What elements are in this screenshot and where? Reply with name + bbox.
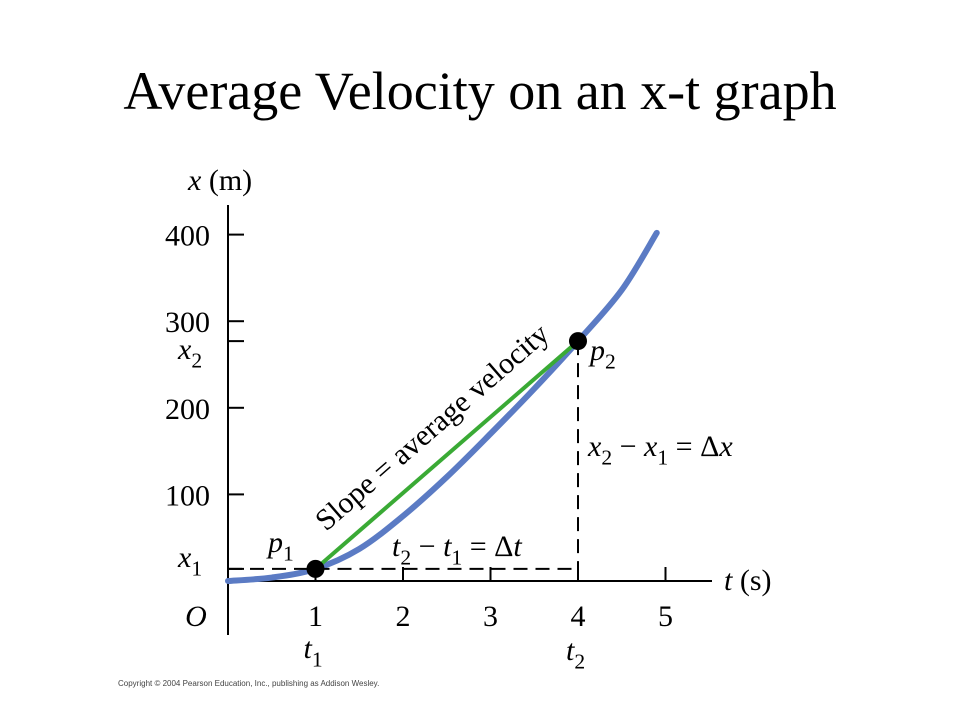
- t-marker-label-2: t2: [566, 634, 585, 673]
- point-label-p2: p2: [588, 334, 616, 373]
- delta-t-annotation: t2 − t1 = Δt: [392, 530, 522, 569]
- y-tick-label-200: 200: [165, 393, 210, 426]
- x-tick-label-4: 4: [571, 600, 586, 633]
- x-tick-label-3: 3: [483, 600, 498, 633]
- t-marker-label-1: t1: [304, 632, 323, 671]
- x-tick-label-5: 5: [658, 600, 673, 633]
- point-label-p1: p1: [266, 526, 294, 565]
- x-tick-label-1: 1: [308, 600, 323, 633]
- delta-x-annotation: x2 − x1 = Δx: [587, 430, 733, 469]
- x-tick-label-2: 2: [396, 600, 411, 633]
- y-tick-label-300: 300: [165, 306, 210, 339]
- y-axis-label: x (m): [187, 164, 252, 197]
- position-curve: [225, 229, 660, 584]
- secant-line: [314, 339, 580, 571]
- copyright-notice: Copyright © 2004 Pearson Education, Inc.…: [118, 679, 380, 688]
- origin-label: O: [185, 600, 207, 633]
- x-axis-label: t (s): [724, 564, 772, 597]
- point-p2: [569, 332, 587, 351]
- slide-title: Average Velocity on an x-t graph: [123, 61, 837, 121]
- point-p1: [306, 559, 325, 578]
- x-marker-label-1: x1: [177, 541, 202, 580]
- y-tick-label-100: 100: [165, 479, 210, 512]
- slope-annotation: Slope = average velocity: [309, 317, 555, 537]
- x-marker-label-2: x2: [177, 333, 202, 372]
- y-tick-label-400: 400: [165, 220, 210, 253]
